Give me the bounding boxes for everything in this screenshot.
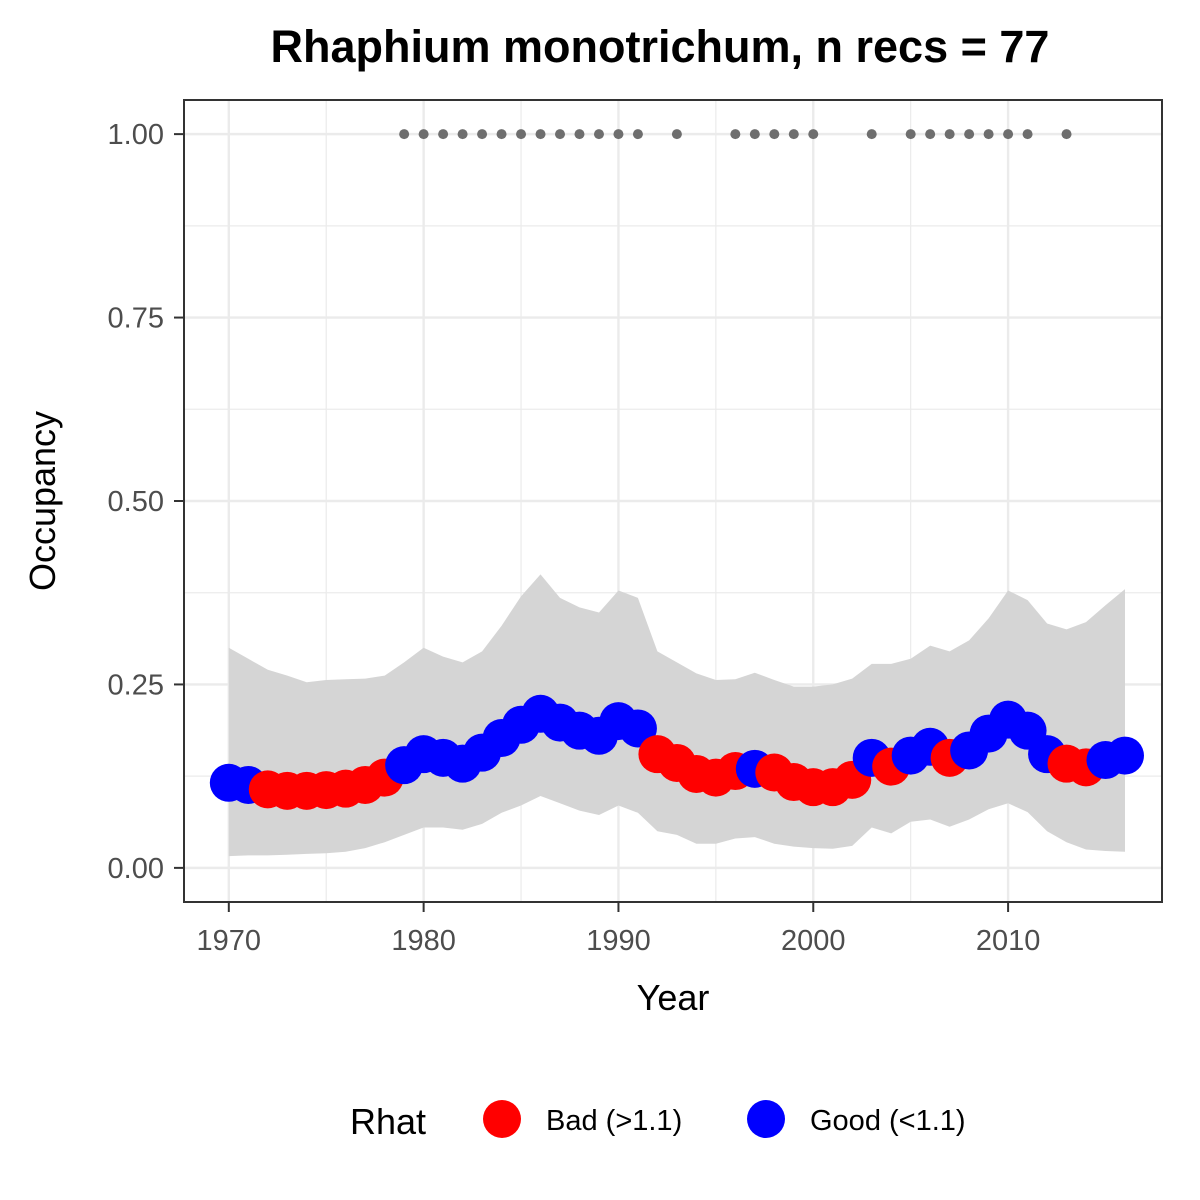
record-marker — [866, 129, 877, 140]
record-marker — [477, 129, 488, 140]
record-marker — [788, 129, 799, 140]
y-tick-label: 0.25 — [108, 669, 164, 701]
record-marker — [905, 129, 916, 140]
record-marker — [438, 129, 449, 140]
record-marker — [964, 129, 975, 140]
legend-title: Rhat — [350, 1101, 426, 1142]
record-marker — [399, 129, 410, 140]
record-marker — [1003, 129, 1014, 140]
record-marker — [769, 129, 780, 140]
record-marker — [457, 129, 468, 140]
occupancy-point — [618, 709, 657, 748]
record-marker — [925, 129, 936, 140]
record-marker — [516, 129, 527, 140]
record-marker — [983, 129, 994, 140]
legend-label-bad: Bad (>1.1) — [546, 1105, 682, 1137]
record-marker — [613, 129, 624, 140]
record-marker — [535, 129, 546, 140]
record-marker — [749, 129, 760, 140]
x-axis: 1970 1980 1990 2000 2010 — [197, 902, 1041, 957]
y-tick-label: 0.50 — [108, 486, 164, 518]
y-axis-title: Occupancy — [22, 411, 63, 591]
record-marker — [730, 129, 741, 140]
x-tick-label: 1970 — [197, 925, 262, 957]
chart-title: Rhaphium monotrichum, n recs = 77 — [271, 21, 1050, 72]
record-markers-layer — [399, 129, 1072, 140]
y-axis: 0.00 0.25 0.50 0.75 1.00 — [108, 119, 184, 885]
record-marker — [555, 129, 566, 140]
record-marker — [808, 129, 819, 140]
y-tick-label: 0.75 — [108, 303, 164, 335]
x-tick-label: 2000 — [781, 925, 846, 957]
x-tick-label: 1990 — [586, 925, 651, 957]
legend-key-good — [747, 1100, 785, 1138]
y-tick-label: 0.00 — [108, 853, 164, 885]
occupancy-points-layer — [209, 694, 1144, 810]
y-tick-label: 1.00 — [108, 119, 164, 151]
record-marker — [574, 129, 585, 140]
record-marker — [1022, 129, 1033, 140]
record-marker — [1061, 129, 1072, 140]
x-tick-label: 1980 — [391, 925, 456, 957]
record-marker — [418, 129, 429, 140]
occupancy-point — [1105, 736, 1144, 775]
legend-key-bad — [483, 1100, 521, 1138]
x-tick-label: 2010 — [976, 925, 1041, 957]
credible-interval-ribbon — [228, 574, 1126, 857]
credible-interval-layer — [228, 574, 1126, 857]
record-marker — [944, 129, 955, 140]
legend: Rhat Bad (>1.1) Good (<1.1) — [350, 1100, 966, 1142]
record-marker — [496, 129, 507, 140]
legend-label-good: Good (<1.1) — [810, 1105, 966, 1137]
record-marker — [593, 129, 604, 140]
x-axis-title: Year — [637, 977, 710, 1018]
record-marker — [671, 129, 682, 140]
record-marker — [632, 129, 643, 140]
